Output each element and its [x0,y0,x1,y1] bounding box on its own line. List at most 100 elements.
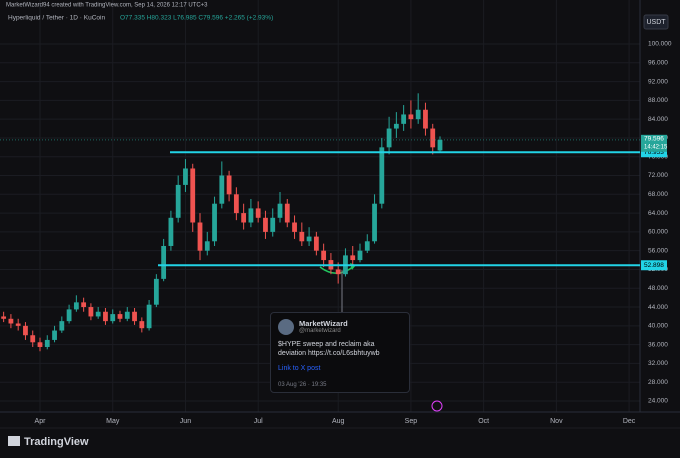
candle-body [415,109,421,120]
candle-body [437,139,443,151]
post-link[interactable]: Link to X post [278,365,321,372]
candle-body [379,147,385,204]
candle-body [241,213,247,223]
candle-body [430,128,436,148]
candle-body [66,309,72,322]
candle-body [52,330,57,340]
author: MarketWizard [299,319,348,328]
candle-body [386,128,392,148]
candle-body [306,236,312,242]
price-label: 79.596 [644,136,664,143]
y-tick-label: 56.000 [648,247,668,254]
level-label: 76.953 [644,149,664,156]
x-tick-label: Oct [478,418,489,425]
x-tick-label: Nov [550,418,563,425]
level-label-bg [641,147,667,158]
x-tick-label: May [106,418,120,425]
y-tick-label: 96.000 [648,59,668,66]
candle-body [270,217,276,232]
x-tick-label: Jul [254,418,263,425]
y-tick-label: 40.000 [648,323,668,330]
candle-body [15,323,21,326]
candle-body [88,307,94,317]
x-tick-label: Dec [623,418,636,425]
x-tick-label: Aug [332,418,345,425]
candle-body [226,175,232,195]
candle-body [372,203,377,242]
candle-body [255,208,261,218]
y-tick-label: 32.000 [648,360,668,367]
handle: @marketwizard [299,328,341,334]
y-tick-label: 88.000 [648,97,668,104]
candle-body [103,311,108,322]
candle-body [219,175,225,204]
candle-body [37,342,43,347]
candle-body [59,321,65,331]
y-tick-label: 68.000 [648,191,668,198]
y-tick-label: 84.000 [648,116,668,123]
candle-body [335,269,341,275]
y-tick-label: 28.000 [648,379,668,386]
candle-body [124,311,130,319]
candle-body [153,278,159,305]
annotation-card[interactable]: MarketWizard @marketwizard $HYPE sweep a… [270,312,410,393]
y-tick-label: 48.000 [648,285,668,292]
currency-button[interactable] [643,14,669,30]
candle-body [95,311,101,317]
candle-body [313,236,319,251]
candle-body [8,318,14,324]
x-tick-label: Apr [35,418,47,425]
candle-body [30,335,36,343]
ohlc-legend: O77.335 H80.323 L76.985 C79.596 +2.265 (… [120,15,273,22]
event-icon[interactable] [431,400,443,412]
logo-icon [8,436,20,446]
countdown: 14:42:15 [644,144,668,150]
level-label: 52.898 [644,262,664,269]
y-tick-label: 60.000 [648,229,668,236]
candle-body [1,316,7,319]
y-tick-label: 72.000 [648,172,668,179]
candle-body [401,114,407,124]
level-label-bg [641,260,667,271]
candle-body [292,222,297,232]
candle-body [197,222,203,251]
y-tick-label: 24.000 [648,398,668,405]
y-tick-label: 64.000 [648,210,668,217]
x-tick-label: Jun [180,418,191,425]
y-tick-label: 92.000 [648,78,668,85]
candle-body [73,302,79,310]
symbol: Hyperliquid / Tether · 1D · KuCoin [8,15,105,22]
x-tick-label: Sep [405,418,418,425]
y-tick-label: 36.000 [648,341,668,348]
candle-body [423,109,428,129]
candle-body [277,203,283,218]
candle-body [393,123,399,129]
post-text: $HYPE sweep and reclaim aka deviation ht… [278,341,380,357]
post-date: 03 Aug '26 · 19:35 [278,382,327,388]
candle-body [23,325,28,336]
candle-body [248,208,254,223]
y-tick-label: 100.000 [648,41,672,48]
price-label-bg [641,134,667,152]
brand: TradingView [24,436,89,448]
candle-body [168,217,174,246]
candle-body [183,168,188,185]
candle-body [161,245,167,279]
candle-body [110,314,116,322]
candle-body [175,184,181,218]
candle-body [357,250,363,261]
currency[interactable]: USDT [646,19,666,26]
candle-body [408,114,414,120]
candle-body [117,314,123,319]
candle-body [364,241,370,251]
candle-body [321,250,327,261]
y-tick-label: 44.000 [648,304,668,311]
candle-body [44,339,50,347]
avatar [278,319,294,335]
candle-body [284,203,290,223]
candle-body [204,241,210,251]
candle-body [132,311,137,322]
candle-body [190,168,196,223]
candle-body [146,304,152,329]
